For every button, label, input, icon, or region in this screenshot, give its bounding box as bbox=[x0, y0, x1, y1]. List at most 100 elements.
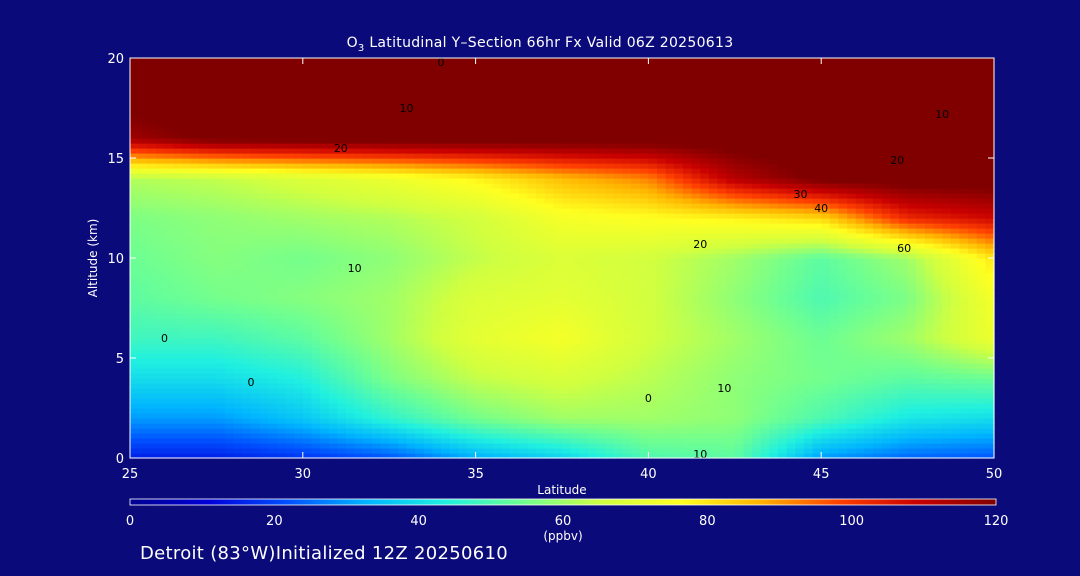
heatmap-cell bbox=[536, 438, 546, 444]
heatmap-cell bbox=[155, 443, 166, 449]
heatmap-cell bbox=[164, 298, 174, 304]
heatmap-cell bbox=[363, 308, 373, 314]
heatmap-cell bbox=[510, 418, 520, 424]
heatmap-cell bbox=[320, 258, 330, 264]
heatmap-cell bbox=[216, 438, 226, 444]
heatmap-cell bbox=[346, 418, 356, 424]
heatmap-cell bbox=[363, 408, 373, 414]
heatmap-cell bbox=[207, 258, 217, 264]
heatmap-cell bbox=[458, 348, 468, 354]
heatmap-cell bbox=[492, 218, 503, 224]
heatmap-cell bbox=[458, 233, 468, 239]
heatmap-cell bbox=[778, 353, 788, 359]
heatmap-cell bbox=[285, 253, 295, 259]
heatmap-cell bbox=[708, 338, 719, 344]
heatmap-cell bbox=[752, 208, 762, 214]
heatmap-cell bbox=[726, 393, 736, 399]
heatmap-cell bbox=[294, 263, 304, 269]
heatmap-cell bbox=[769, 273, 779, 279]
heatmap-cell bbox=[639, 258, 649, 264]
heatmap-cell bbox=[371, 248, 382, 254]
heatmap-cell bbox=[795, 308, 805, 314]
heatmap-cell bbox=[415, 388, 425, 394]
heatmap-cell bbox=[553, 268, 563, 274]
heatmap-cell bbox=[907, 348, 917, 354]
heatmap-cell bbox=[890, 263, 900, 269]
heatmap-cell bbox=[190, 353, 200, 359]
heatmap-cell bbox=[778, 443, 788, 449]
heatmap-cell bbox=[147, 368, 157, 374]
heatmap-cell bbox=[812, 423, 822, 429]
heatmap-cell bbox=[803, 268, 814, 274]
heatmap-cell bbox=[648, 318, 658, 324]
heatmap-cell bbox=[916, 318, 926, 324]
heatmap-cell bbox=[337, 328, 347, 334]
heatmap-cell bbox=[898, 373, 909, 379]
heatmap-cell bbox=[829, 293, 840, 299]
heatmap-cell bbox=[492, 428, 503, 434]
heatmap-cell bbox=[199, 233, 209, 239]
heatmap-cell bbox=[441, 263, 451, 269]
heatmap-cell bbox=[959, 288, 969, 294]
heatmap-cell bbox=[207, 413, 217, 419]
heatmap-cell bbox=[873, 333, 883, 339]
heatmap-cell bbox=[890, 448, 900, 454]
heatmap-cell bbox=[276, 208, 287, 214]
heatmap-cell bbox=[415, 248, 425, 254]
heatmap-cell bbox=[907, 418, 917, 424]
heatmap-cell bbox=[406, 333, 416, 339]
heatmap-cell bbox=[838, 418, 848, 424]
heatmap-cell bbox=[752, 348, 762, 354]
heatmap-cell bbox=[285, 278, 295, 284]
heatmap-cell bbox=[449, 408, 459, 414]
heatmap-cell bbox=[726, 343, 736, 349]
heatmap-cell bbox=[527, 383, 537, 389]
heatmap-cell bbox=[354, 358, 364, 364]
heatmap-cell bbox=[181, 298, 192, 304]
heatmap-cell bbox=[207, 298, 217, 304]
heatmap-cell bbox=[562, 393, 572, 399]
heatmap-cell bbox=[363, 253, 373, 259]
heatmap-cell bbox=[613, 453, 624, 459]
heatmap-cell bbox=[605, 213, 615, 219]
heatmap-cell bbox=[795, 448, 805, 454]
heatmap-cell bbox=[259, 438, 269, 444]
heatmap-cell bbox=[363, 218, 373, 224]
heatmap-cell bbox=[821, 308, 831, 314]
heatmap-cell bbox=[259, 263, 269, 269]
heatmap-cell bbox=[276, 373, 287, 379]
heatmap-cell bbox=[415, 398, 425, 404]
heatmap-cell bbox=[147, 218, 157, 224]
heatmap-cell bbox=[622, 248, 632, 254]
heatmap-cell bbox=[587, 283, 598, 289]
heatmap-cell bbox=[873, 413, 883, 419]
heatmap-cell bbox=[510, 238, 520, 244]
heatmap-cell bbox=[285, 328, 295, 334]
heatmap-cell bbox=[285, 453, 295, 459]
heatmap-cell bbox=[276, 263, 287, 269]
heatmap-cell bbox=[250, 358, 261, 364]
heatmap-cell bbox=[916, 378, 926, 384]
heatmap-cell bbox=[976, 238, 986, 244]
heatmap-cell bbox=[441, 388, 451, 394]
heatmap-cell bbox=[881, 373, 891, 379]
heatmap-cell bbox=[605, 423, 615, 429]
heatmap-cell bbox=[587, 323, 598, 329]
heatmap-cell bbox=[216, 428, 226, 434]
heatmap-cell bbox=[898, 438, 909, 444]
heatmap-cell bbox=[147, 423, 157, 429]
heatmap-cell bbox=[890, 288, 900, 294]
heatmap-cell bbox=[976, 298, 986, 304]
heatmap-cell bbox=[942, 268, 952, 274]
heatmap-cell bbox=[216, 208, 226, 214]
heatmap-cell bbox=[242, 363, 252, 369]
heatmap-cell bbox=[553, 303, 563, 309]
heatmap-cell bbox=[752, 328, 762, 334]
heatmap-cell bbox=[950, 263, 961, 269]
heatmap-cell bbox=[682, 248, 693, 254]
heatmap-cell bbox=[250, 233, 261, 239]
heatmap-cell bbox=[294, 303, 304, 309]
heatmap-cell bbox=[225, 363, 235, 369]
heatmap-cell bbox=[268, 283, 278, 289]
heatmap-cell bbox=[276, 333, 287, 339]
